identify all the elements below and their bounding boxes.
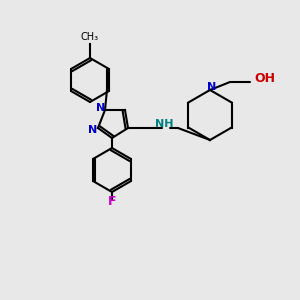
Text: CH₃: CH₃ bbox=[81, 32, 99, 42]
Text: NH: NH bbox=[155, 119, 173, 129]
Text: OH: OH bbox=[254, 73, 275, 85]
Text: N: N bbox=[88, 125, 98, 135]
Text: N: N bbox=[96, 103, 106, 113]
Text: F: F bbox=[108, 195, 116, 208]
Text: N: N bbox=[207, 82, 217, 92]
